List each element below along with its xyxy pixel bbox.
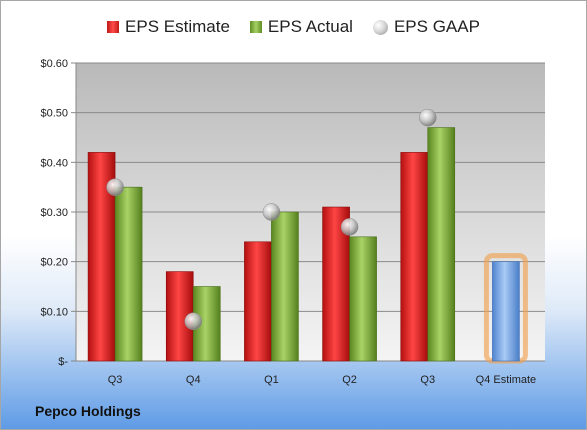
y-tick-label: $-	[58, 356, 68, 368]
x-tick-label: Q4	[186, 374, 201, 386]
x-tick-label: Q3	[420, 374, 435, 386]
legend-label-estimate: EPS Estimate	[125, 17, 230, 36]
legend-swatch-gaap	[372, 19, 388, 35]
marker-eps-gaap	[262, 203, 281, 221]
bar-eps-estimate	[244, 241, 272, 362]
y-tick-label: $0.30	[40, 207, 68, 219]
marker-eps-gaap	[184, 312, 202, 331]
marker-eps-gaap	[340, 218, 359, 236]
marker-eps-gaap	[106, 178, 124, 196]
legend-label-actual: EPS Actual	[267, 17, 353, 36]
x-tick-label: Q1	[264, 374, 279, 386]
legend-item-estimate: EPS Estimate	[107, 17, 230, 37]
legend-label-gaap: EPS GAAP	[393, 17, 480, 36]
legend-item-gaap: EPS GAAP	[372, 17, 480, 37]
y-tick-label: $0.50	[40, 108, 68, 120]
legend-item-actual: EPS Actual	[249, 17, 353, 37]
x-tick-label: Q2	[342, 374, 357, 386]
y-tick-label: $0.20	[40, 257, 68, 269]
bar-eps-forecast	[492, 261, 520, 362]
x-tick-label: Q3	[108, 374, 123, 386]
legend-swatch-estimate	[107, 21, 120, 33]
bar-eps-actual	[349, 236, 377, 362]
bar-eps-estimate	[400, 152, 429, 362]
y-tick-label: $0.60	[40, 58, 68, 70]
bar-eps-actual	[271, 211, 299, 362]
bar-eps-actual	[427, 127, 456, 362]
chart-legend: EPS Estimate EPS Actual EPS GAAP	[1, 17, 586, 37]
y-tick-label: $0.10	[40, 306, 68, 318]
company-name: Pepco Holdings	[35, 403, 141, 419]
marker-eps-gaap	[419, 108, 437, 127]
bar-eps-actual	[114, 186, 143, 362]
y-tick-label: $0.40	[40, 157, 68, 169]
x-tick-label: Q4 Estimate	[476, 374, 537, 386]
legend-swatch-actual	[249, 21, 262, 33]
